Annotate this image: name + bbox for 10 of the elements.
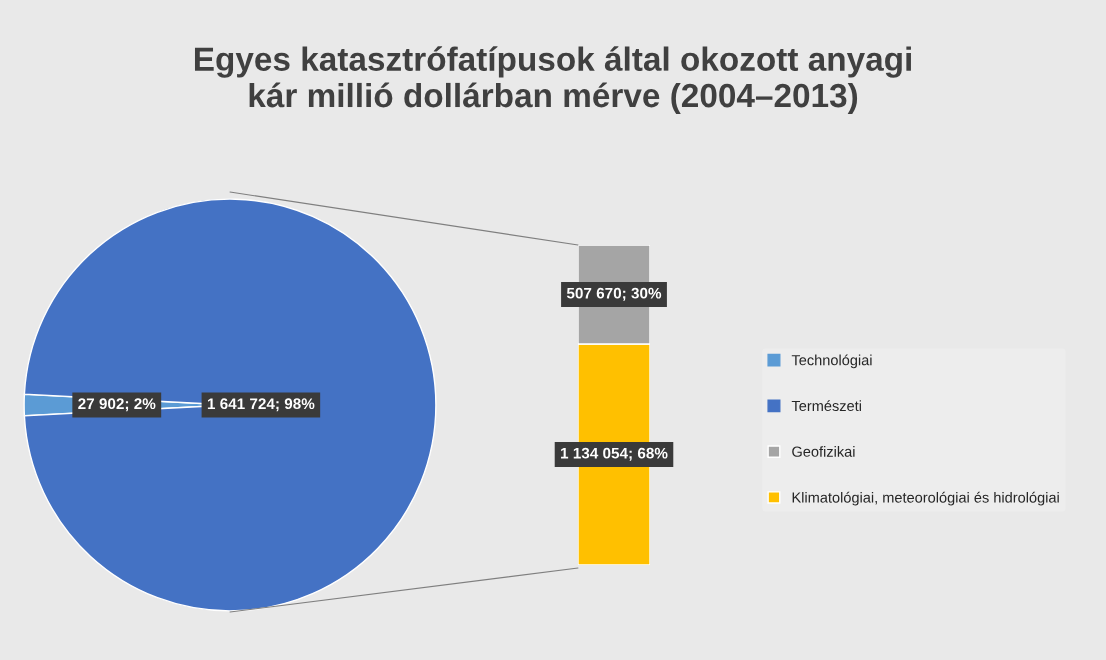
data-label: 507 670; 30%	[566, 287, 662, 301]
data-label: 1 134 054; 68%	[561, 447, 668, 461]
chart-title: Egyes katasztrófatípusok által okozott anyagi kár millió dollárban mérve (2004–2013)	[194, 46, 911, 114]
data-label: 27 902; 2%	[78, 398, 156, 412]
legend-label: Természeti	[791, 400, 861, 412]
pie-slice	[23, 198, 437, 612]
legend-label: Klimatológiai, meteorológiai és hidrológiai	[792, 491, 1059, 506]
legend-label: Technológiai	[791, 354, 872, 369]
data-label: 1 641 724; 98%	[207, 398, 315, 412]
legend-label: Geofizikai	[792, 446, 855, 457]
